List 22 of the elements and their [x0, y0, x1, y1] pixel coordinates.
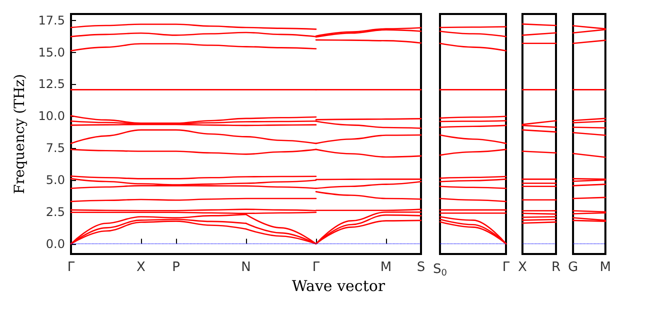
y-tick-label: 7.5 [46, 141, 65, 156]
x-axis-title: Wave vector [290, 277, 386, 295]
y-tick-label: 5.0 [46, 172, 65, 187]
y-axis-title: Frequency (THz) [12, 74, 28, 194]
x-tick-label: M [380, 260, 392, 275]
x-tick-label: P [172, 260, 180, 275]
y-tick-label: 2.5 [46, 204, 65, 219]
x-tick-label: N [241, 260, 251, 275]
y-tick-label: 17.5 [38, 13, 65, 28]
y-tick-label: 0.0 [46, 236, 65, 251]
x-tick-label: X [136, 260, 146, 275]
x-tick-label: X [518, 260, 527, 275]
x-tick-label: R [551, 260, 561, 275]
x-tick-label: G [568, 260, 578, 275]
x-tick-label: M [600, 260, 611, 275]
x-tick-label: Γ [312, 260, 320, 275]
y-tick-label: 12.5 [38, 77, 65, 92]
x-tick-label: S [416, 260, 426, 275]
y-tick-label: 15.0 [38, 45, 65, 60]
y-tick-label: 10.0 [38, 109, 65, 124]
x-tick-label: Γ [67, 260, 76, 275]
x-tick-label: Γ [502, 260, 510, 275]
